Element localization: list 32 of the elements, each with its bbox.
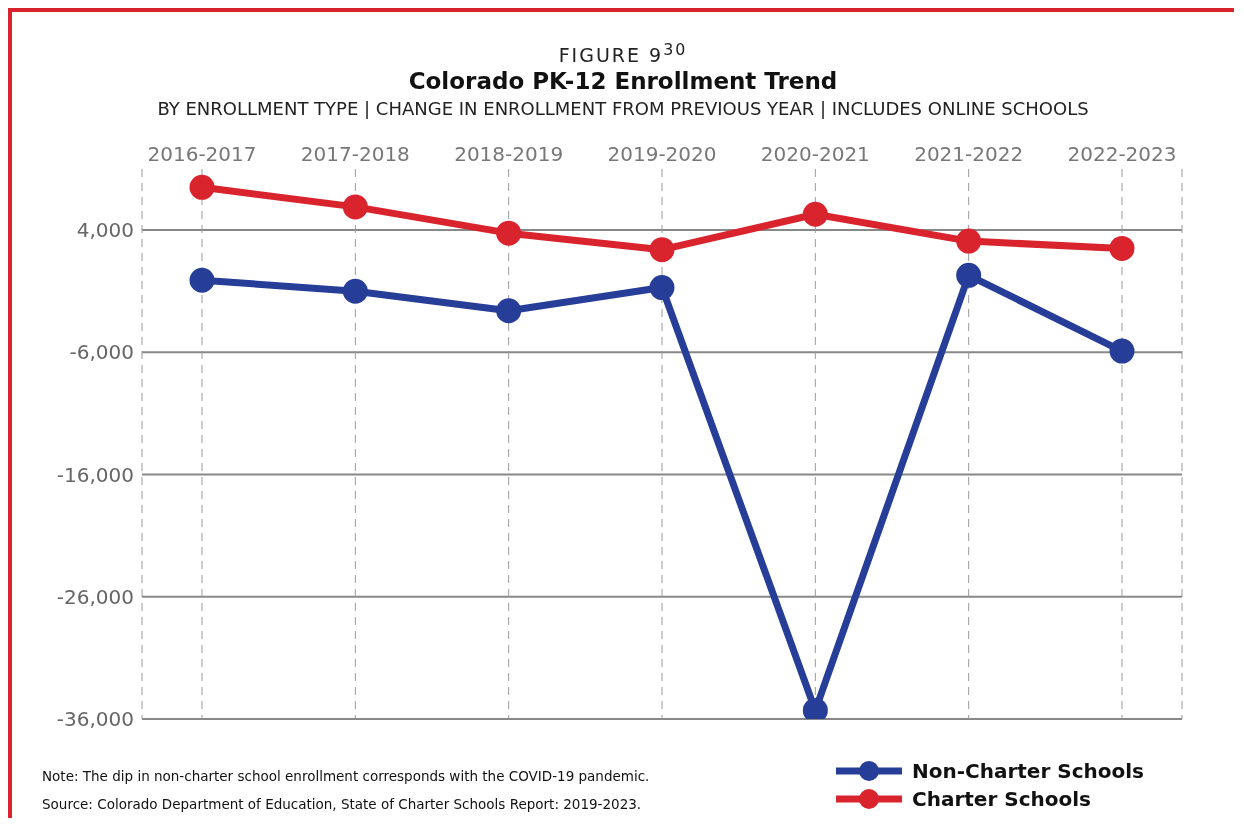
- point: [189, 175, 215, 201]
- point: [496, 298, 522, 324]
- point: [649, 275, 675, 301]
- point: [956, 228, 982, 254]
- chart-title: Colorado PK-12 Enrollment Trend: [407, 68, 839, 95]
- text: Note: The dip in non-charter school enrollment corresponds with the COVID-19 pandemic.: [42, 767, 650, 786]
- x-tick-label: 2018-2019: [454, 142, 564, 167]
- point: [802, 202, 828, 228]
- point: [1109, 338, 1135, 364]
- x-tick-label: 2022-2023: [1067, 142, 1177, 167]
- y-tick-label: -36,000: [56, 707, 134, 732]
- point: [956, 263, 982, 289]
- point: [1109, 236, 1135, 262]
- point: [496, 221, 522, 246]
- legend-label: Non-Charter Schools: [912, 759, 1144, 783]
- point: [189, 268, 215, 294]
- x-tick-label: 2021-2022: [914, 142, 1024, 167]
- y-tick-label: -16,000: [56, 462, 134, 487]
- source-note: Source: Colorado Department of Education, State of Charter Schools Report: 2019-2023.: [42, 795, 643, 814]
- x-tick-label: 2017-2018: [300, 142, 410, 167]
- x-tick-label: 2016-2017: [147, 142, 257, 167]
- y-tick-label: -26,000: [56, 585, 134, 610]
- y-tick-label: 4,000: [76, 218, 134, 243]
- chart-subtitle: FIGURE 9$^{30}$: [557, 40, 689, 67]
- x-tick-label: 2020-2021: [760, 142, 870, 167]
- point: [649, 237, 675, 263]
- x-tick-label: 2019-2020: [607, 142, 717, 167]
- point: [342, 194, 368, 220]
- point: [342, 279, 368, 305]
- legend-label: Charter Schools: [912, 787, 1091, 811]
- x-axis-title: BY ENROLLMENT TYPE | CHANGE IN ENROLLMENT FROM PREVIOUS YEAR | INCLUDES ONLINE SCHOOLS: [156, 98, 1090, 120]
- y-tick-label: -6,000: [69, 340, 134, 365]
